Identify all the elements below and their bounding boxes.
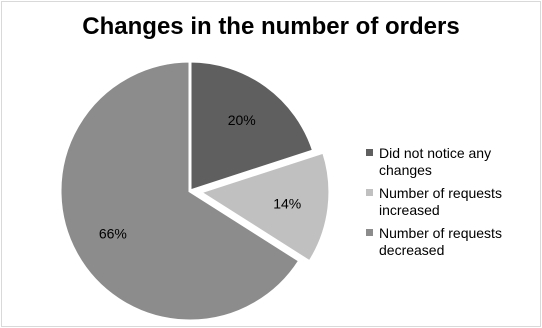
legend: Did not notice any changes Number of req… [366, 145, 536, 265]
pie-slice-no-change [188, 59, 316, 194]
data-label-increased: 14% [273, 195, 301, 211]
legend-label-decreased: Number of requests decreased [379, 225, 502, 258]
pie-slice-decreased [58, 59, 302, 323]
legend-label-no-change: Did not notice any changes [379, 145, 492, 178]
legend-swatch-decreased [366, 229, 373, 236]
data-label-no-change: 20% [228, 112, 256, 128]
legend-swatch-no-change [366, 149, 373, 156]
data-label-decreased: 66% [99, 225, 127, 241]
legend-label-increased: Number of requests increased [379, 185, 502, 218]
legend-item-decreased: Number of requests decreased [366, 225, 536, 259]
legend-item-no-change: Did not notice any changes [366, 145, 536, 179]
chart-title: Changes in the number of orders [82, 13, 460, 40]
pie-slice-increased [196, 150, 332, 264]
legend-item-increased: Number of requests increased [366, 185, 536, 219]
legend-swatch-increased [366, 189, 373, 196]
